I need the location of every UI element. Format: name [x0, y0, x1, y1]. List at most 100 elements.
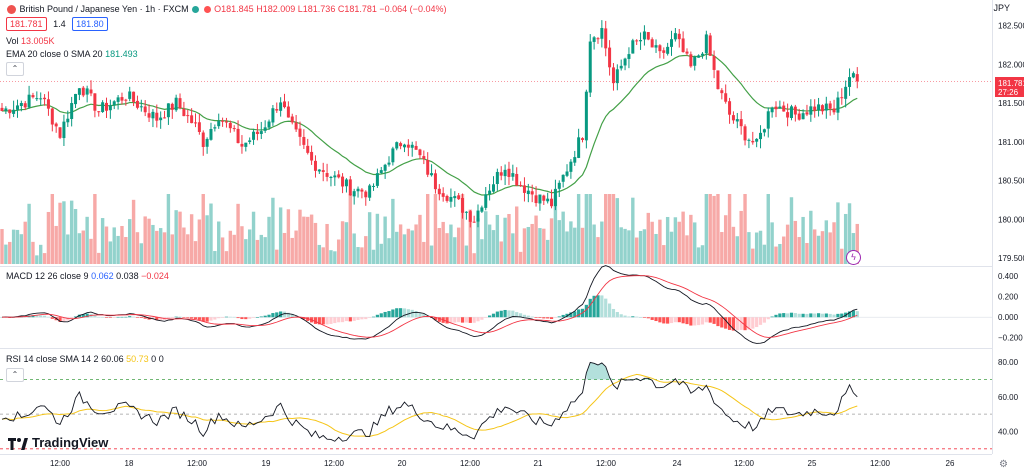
volume-bar — [526, 226, 531, 264]
volume-legend[interactable]: Vol 13.005K — [6, 35, 55, 47]
candle — [283, 93, 287, 109]
macd-histogram-bar — [635, 316, 639, 318]
candle — [519, 181, 523, 187]
macd-histogram-bar — [360, 317, 364, 320]
macd-legend[interactable]: MACD 12 26 close 9 0.062 0.038 −0.024 — [6, 270, 169, 282]
volume-bar — [619, 227, 623, 264]
settings-gear-icon[interactable]: ⚙ — [999, 459, 1008, 470]
volume-bar — [809, 210, 813, 264]
candle-body — [712, 56, 716, 70]
candle — [15, 99, 19, 118]
candle-body — [224, 121, 228, 123]
volume-bar — [178, 211, 182, 264]
macd-histogram-bar — [232, 316, 236, 318]
ohlc-close: C181.781 — [337, 4, 377, 14]
candle — [163, 110, 167, 119]
rsi-legend[interactable]: RSI 14 close SMA 14 2 60.06 50.73 0 0 — [6, 353, 164, 365]
volume-bar — [561, 211, 565, 264]
macd-histogram-bar — [178, 316, 182, 318]
volume-bar — [151, 224, 155, 264]
candle — [93, 93, 97, 118]
candle — [716, 70, 720, 90]
candle — [700, 52, 704, 59]
macd-histogram-bar — [399, 308, 403, 318]
volume-bar — [634, 237, 639, 264]
candle-body — [27, 94, 31, 108]
macd-value-3: −0.024 — [141, 271, 169, 281]
candle-body — [313, 160, 317, 171]
candle — [441, 187, 445, 202]
macd-histogram-bar — [526, 315, 530, 318]
candle-body — [557, 182, 561, 189]
macd-histogram-bar — [422, 314, 426, 318]
volume-bar — [290, 237, 294, 264]
macd-histogram-bar — [240, 317, 244, 320]
candle-body — [221, 120, 225, 122]
ema-legend[interactable]: EMA 20 close 0 SMA 20 181.493 — [6, 48, 138, 60]
volume-bar — [836, 202, 840, 264]
ohlc-change: −0.064 (−0.04%) — [379, 4, 447, 14]
candle — [321, 162, 325, 182]
volume-bar — [375, 213, 380, 264]
bid-button[interactable]: 181.781 — [6, 17, 47, 31]
macd-histogram-bar — [793, 313, 797, 318]
macd-histogram-bar — [751, 317, 755, 329]
candle-body — [124, 99, 128, 101]
volume-bar — [325, 223, 329, 264]
candle — [143, 100, 147, 117]
volume-bar — [631, 197, 635, 264]
macd-histogram-bar — [782, 313, 786, 318]
candle — [50, 107, 54, 132]
rsi-tick-label: 60.00 — [998, 393, 1019, 402]
candle-body — [379, 170, 383, 173]
volume-bar — [422, 241, 426, 264]
candle — [132, 91, 136, 107]
candle — [615, 64, 619, 91]
candle-body — [62, 121, 66, 139]
currency-label[interactable]: JPY — [993, 3, 1010, 13]
candle-body — [511, 173, 515, 177]
macd-histogram-bar — [557, 316, 561, 318]
ohlc-high: H182.009 — [256, 4, 296, 14]
candles[interactable] — [0, 20, 859, 228]
volume-bar — [224, 251, 229, 264]
rsi-value-1: 60.06 — [101, 354, 124, 364]
volume-bar — [209, 203, 213, 264]
candle-body — [290, 116, 294, 123]
candle-body — [275, 109, 279, 111]
volume-bar — [743, 194, 747, 264]
candle — [255, 123, 259, 141]
volume-bar — [638, 230, 643, 264]
rsi-panel: 80.00 60.00 40.00 — [0, 358, 1019, 450]
volume-bar — [441, 221, 445, 264]
flash-icon[interactable]: ϟ — [846, 250, 861, 265]
candle-body — [844, 86, 848, 99]
macd-histogram-bar — [93, 315, 97, 318]
candle-body — [155, 112, 159, 121]
macd-histogram-bar — [731, 317, 736, 331]
volume-bar — [468, 209, 472, 264]
symbol-title[interactable]: British Pound / Japanese Yen · 1h · FXCM — [19, 4, 189, 14]
candle-body — [658, 45, 662, 52]
macd-histogram-bar — [201, 317, 205, 322]
candle-body — [855, 74, 859, 82]
volume-bar — [840, 248, 844, 264]
volume-bar — [693, 222, 697, 264]
macd-histogram-bar — [464, 317, 468, 323]
collapse-rsi-button[interactable]: ⌃ — [6, 368, 24, 382]
volume-bar — [534, 215, 538, 264]
price-tick-label: 181.500 — [998, 99, 1024, 108]
candle-body — [693, 56, 697, 66]
candle — [104, 97, 108, 119]
candle — [259, 121, 263, 140]
collapse-legend-button[interactable]: ⌃ — [6, 62, 24, 76]
candle — [542, 194, 546, 206]
candle-body — [573, 157, 577, 163]
ask-button[interactable]: 181.80 — [72, 17, 108, 31]
macd-histogram-bar — [472, 317, 476, 323]
candle — [116, 95, 120, 110]
candle-body — [507, 168, 511, 177]
candle — [108, 99, 112, 119]
volume-bar — [600, 221, 604, 264]
